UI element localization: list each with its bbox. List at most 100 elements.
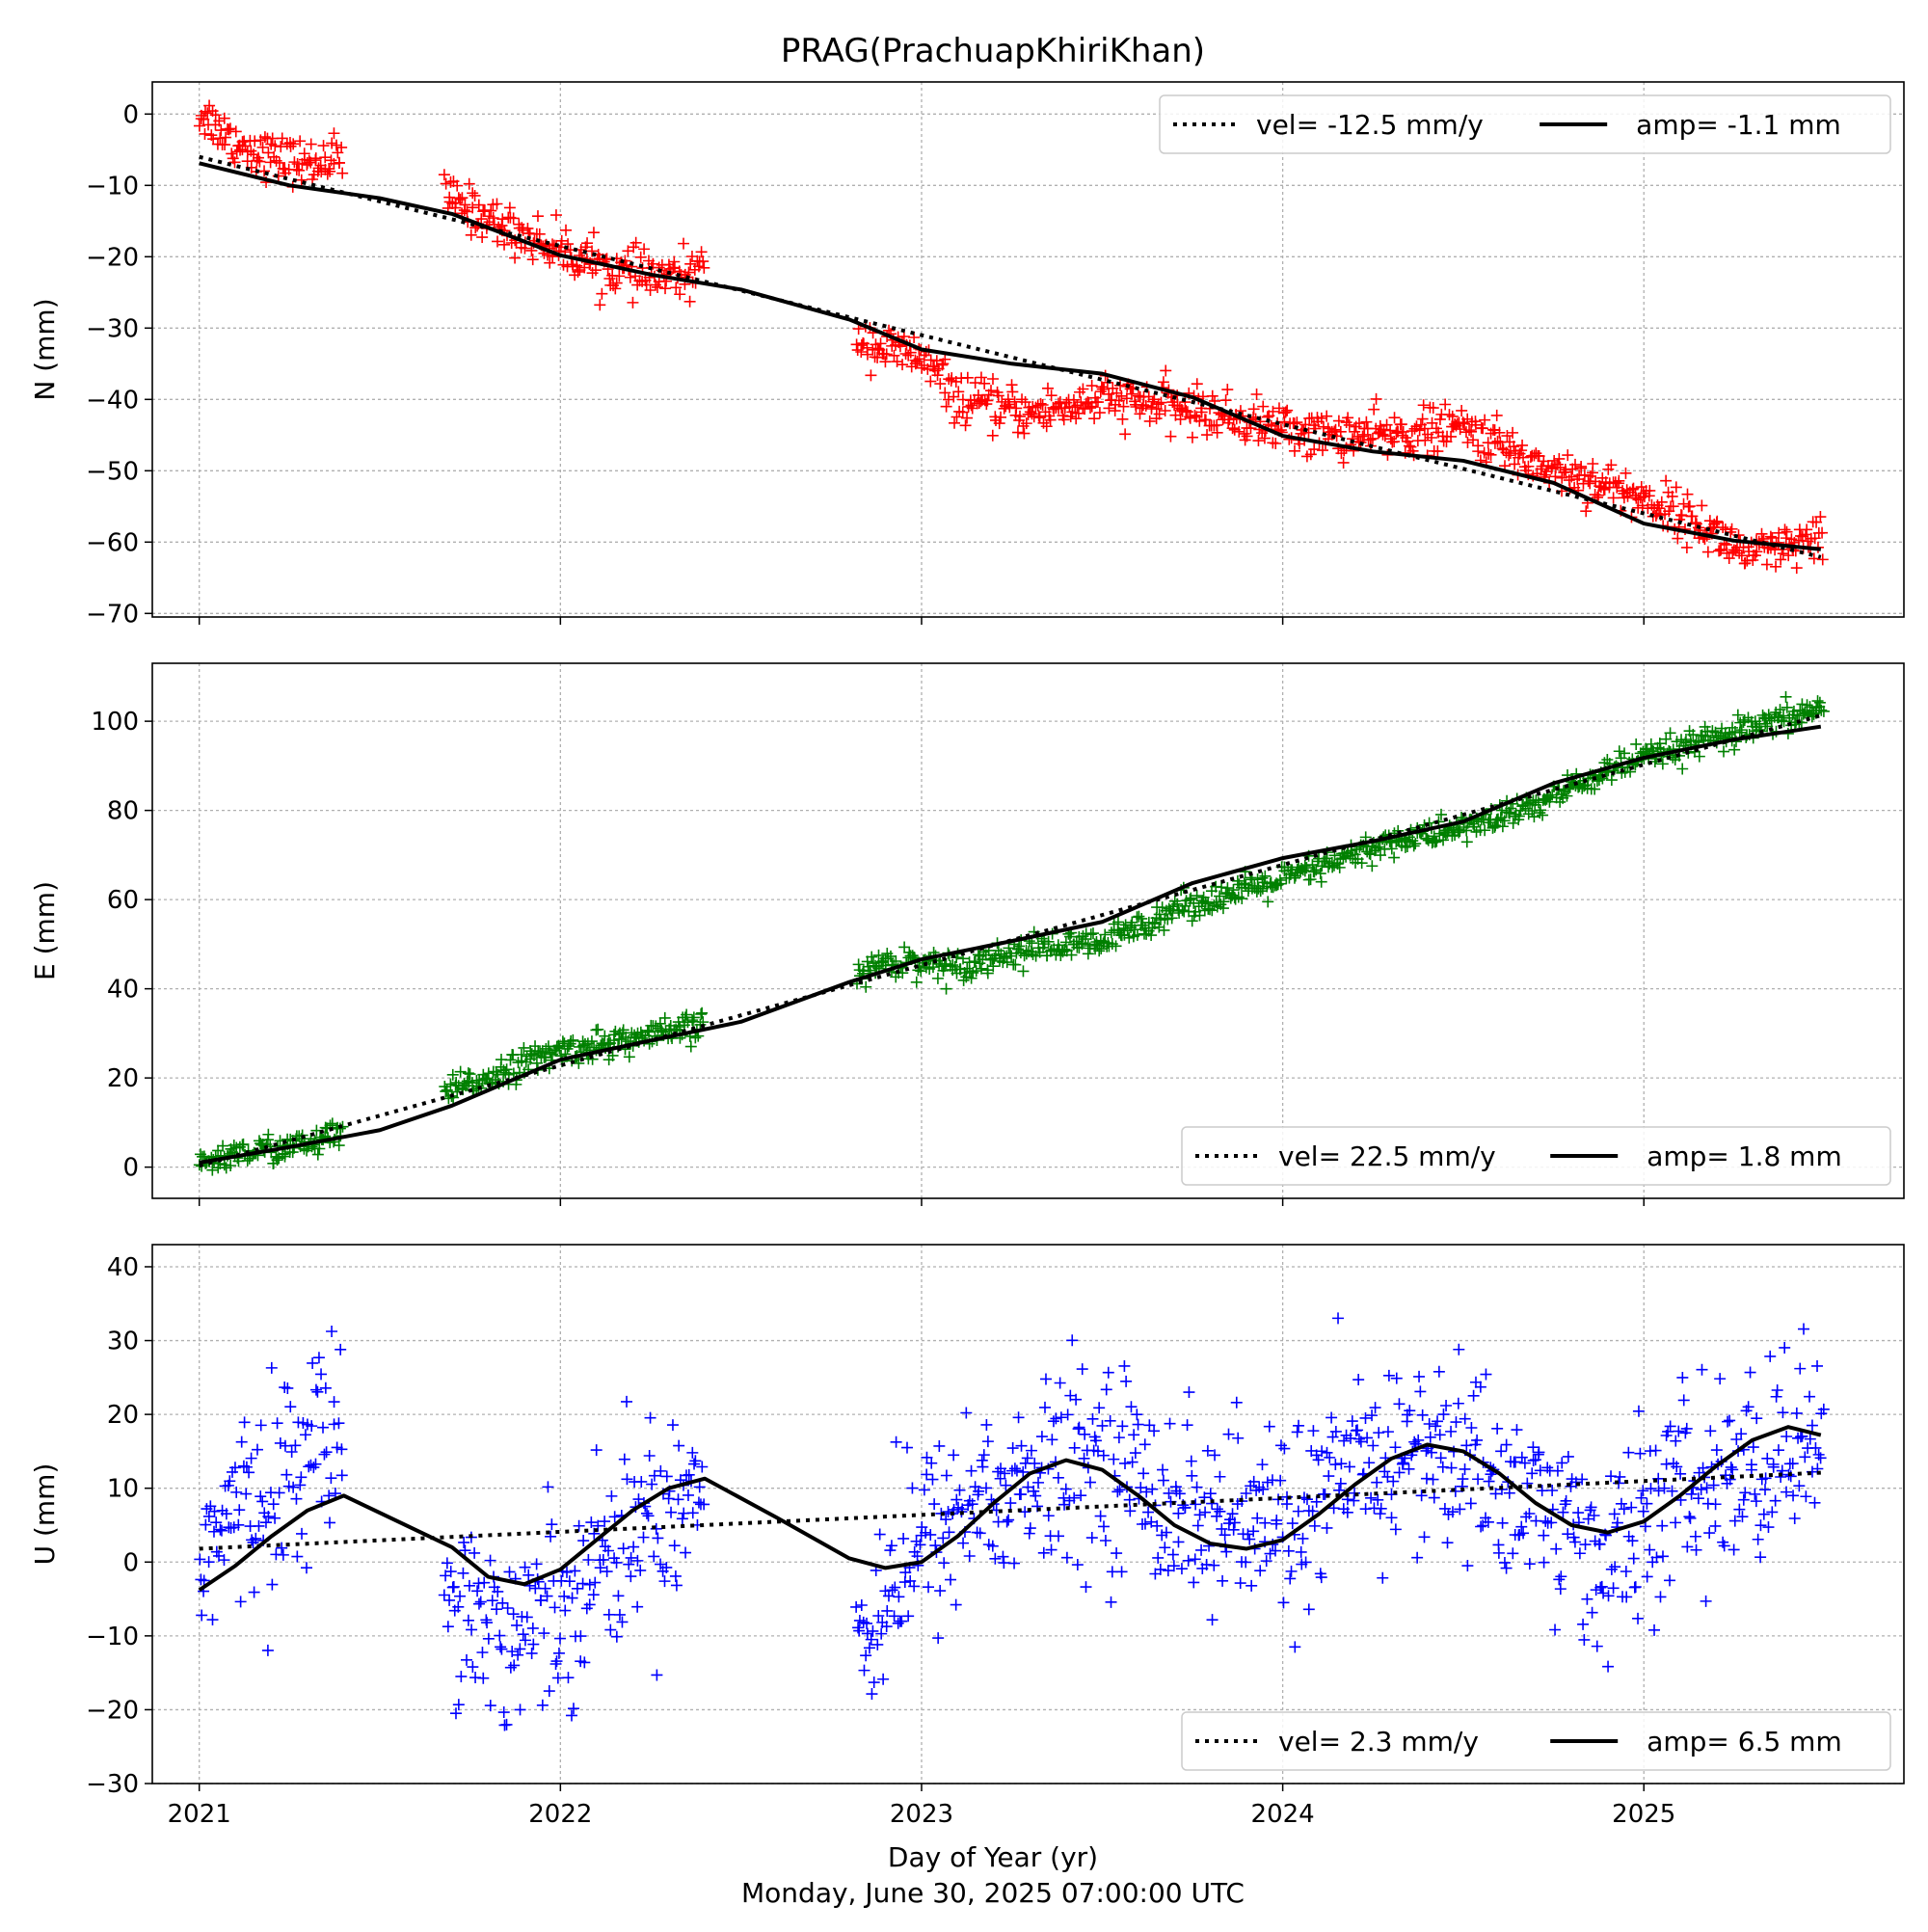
data-marker: [1308, 866, 1321, 878]
data-marker: [1667, 500, 1679, 513]
data-marker: [893, 1591, 905, 1603]
data-marker: [953, 1484, 966, 1496]
data-marker: [1749, 1488, 1761, 1500]
data-marker: [1116, 1420, 1129, 1433]
data-marker: [666, 1419, 679, 1432]
data-marker: [1644, 484, 1656, 496]
data-marker: [680, 1546, 692, 1559]
data-marker: [1023, 1527, 1035, 1540]
data-marker: [243, 1466, 255, 1479]
data-marker: [1104, 1414, 1116, 1427]
data-marker: [1026, 937, 1038, 950]
data-marker: [1113, 1484, 1126, 1496]
data-marker: [1546, 1485, 1559, 1497]
data-marker: [1774, 704, 1786, 716]
data-marker: [262, 1128, 275, 1140]
data-marker: [254, 155, 266, 168]
data-marker: [853, 1624, 866, 1637]
data-marker: [644, 1411, 656, 1424]
data-marker: [874, 337, 887, 350]
data-marker: [1076, 1363, 1088, 1376]
data-marker: [951, 1493, 963, 1506]
data-marker: [274, 1436, 286, 1449]
data-marker: [1781, 1486, 1793, 1498]
data-marker: [1123, 1493, 1136, 1506]
data-marker: [906, 1482, 919, 1494]
data-marker: [1125, 388, 1138, 400]
linear-fit-line: [199, 1470, 1821, 1551]
data-marker: [563, 1575, 576, 1588]
data-marker: [1397, 425, 1409, 438]
data-marker: [291, 1550, 304, 1563]
data-marker: [545, 1530, 557, 1543]
data-marker: [1181, 1419, 1193, 1432]
data-marker: [1523, 1558, 1536, 1570]
data-marker: [602, 1608, 615, 1621]
data-marker: [484, 1700, 496, 1712]
data-marker: [458, 1536, 470, 1548]
data-marker: [689, 1455, 702, 1467]
data-marker: [597, 1553, 609, 1566]
data-marker: [1614, 1470, 1626, 1483]
data-marker: [262, 1511, 275, 1523]
data-marker: [683, 1468, 695, 1481]
plot-frame: [151, 81, 1905, 618]
y-tick-label: −60: [86, 528, 139, 557]
data-marker: [1696, 499, 1708, 512]
data-marker: [1794, 1362, 1807, 1375]
data-marker: [1817, 705, 1830, 717]
data-marker: [1814, 1452, 1827, 1464]
data-marker: [1084, 402, 1097, 415]
data-marker: [1683, 500, 1696, 513]
data-marker: [1580, 505, 1593, 518]
data-marker: [202, 1556, 215, 1569]
data-marker: [1136, 912, 1148, 925]
data-marker: [652, 281, 664, 293]
data-marker: [206, 1614, 219, 1626]
data-marker: [1727, 1543, 1740, 1556]
data-marker: [1806, 1419, 1818, 1432]
panel-N: 0 −10 −20 −30 −40 −50 −60 −70 N (mm) vel= -12.5 m…: [29, 81, 1905, 629]
data-marker: [1124, 1505, 1137, 1517]
data-marker: [1120, 1375, 1133, 1387]
data-marker: [995, 411, 1007, 423]
data-marker: [517, 1628, 529, 1641]
data-marker: [676, 1513, 688, 1525]
data-marker: [1366, 1409, 1379, 1422]
data-marker: [1613, 745, 1625, 758]
y-tick-label: −20: [86, 243, 139, 272]
data-marker: [1632, 1612, 1645, 1624]
data-marker: [317, 140, 330, 152]
data-marker: [1388, 851, 1401, 864]
data-marker: [1284, 1572, 1297, 1585]
data-marker: [655, 1558, 667, 1570]
data-marker: [233, 1504, 246, 1516]
data-marker: [1666, 490, 1678, 502]
data-marker: [1245, 1579, 1258, 1592]
data-marker: [940, 1469, 952, 1482]
data-marker: [1193, 415, 1206, 427]
data-marker: [443, 196, 456, 208]
data-marker: [1138, 1517, 1151, 1530]
data-marker: [1523, 1507, 1536, 1519]
data-marker: [1185, 892, 1197, 904]
data-marker: [1188, 1576, 1200, 1589]
data-marker: [939, 387, 951, 399]
data-marker: [923, 1581, 935, 1594]
data-marker: [965, 399, 977, 412]
data-marker: [1677, 1394, 1690, 1407]
data-marker: [1324, 1451, 1336, 1463]
data-marker: [1658, 1482, 1671, 1494]
data-marker: [553, 1632, 566, 1645]
data-marker: [509, 252, 522, 264]
data-marker: [1375, 1502, 1387, 1515]
data-marker: [625, 1570, 637, 1583]
legend: vel= 2.3 mm/y amp= 6.5 mm: [1181, 1711, 1891, 1771]
data-marker: [1526, 1467, 1539, 1480]
data-marker: [938, 1557, 951, 1570]
data-marker: [518, 1041, 530, 1054]
data-marker: [1338, 1435, 1351, 1447]
data-marker: [1189, 1553, 1201, 1566]
data-marker: [1480, 1368, 1492, 1381]
data-marker: [948, 1449, 960, 1462]
